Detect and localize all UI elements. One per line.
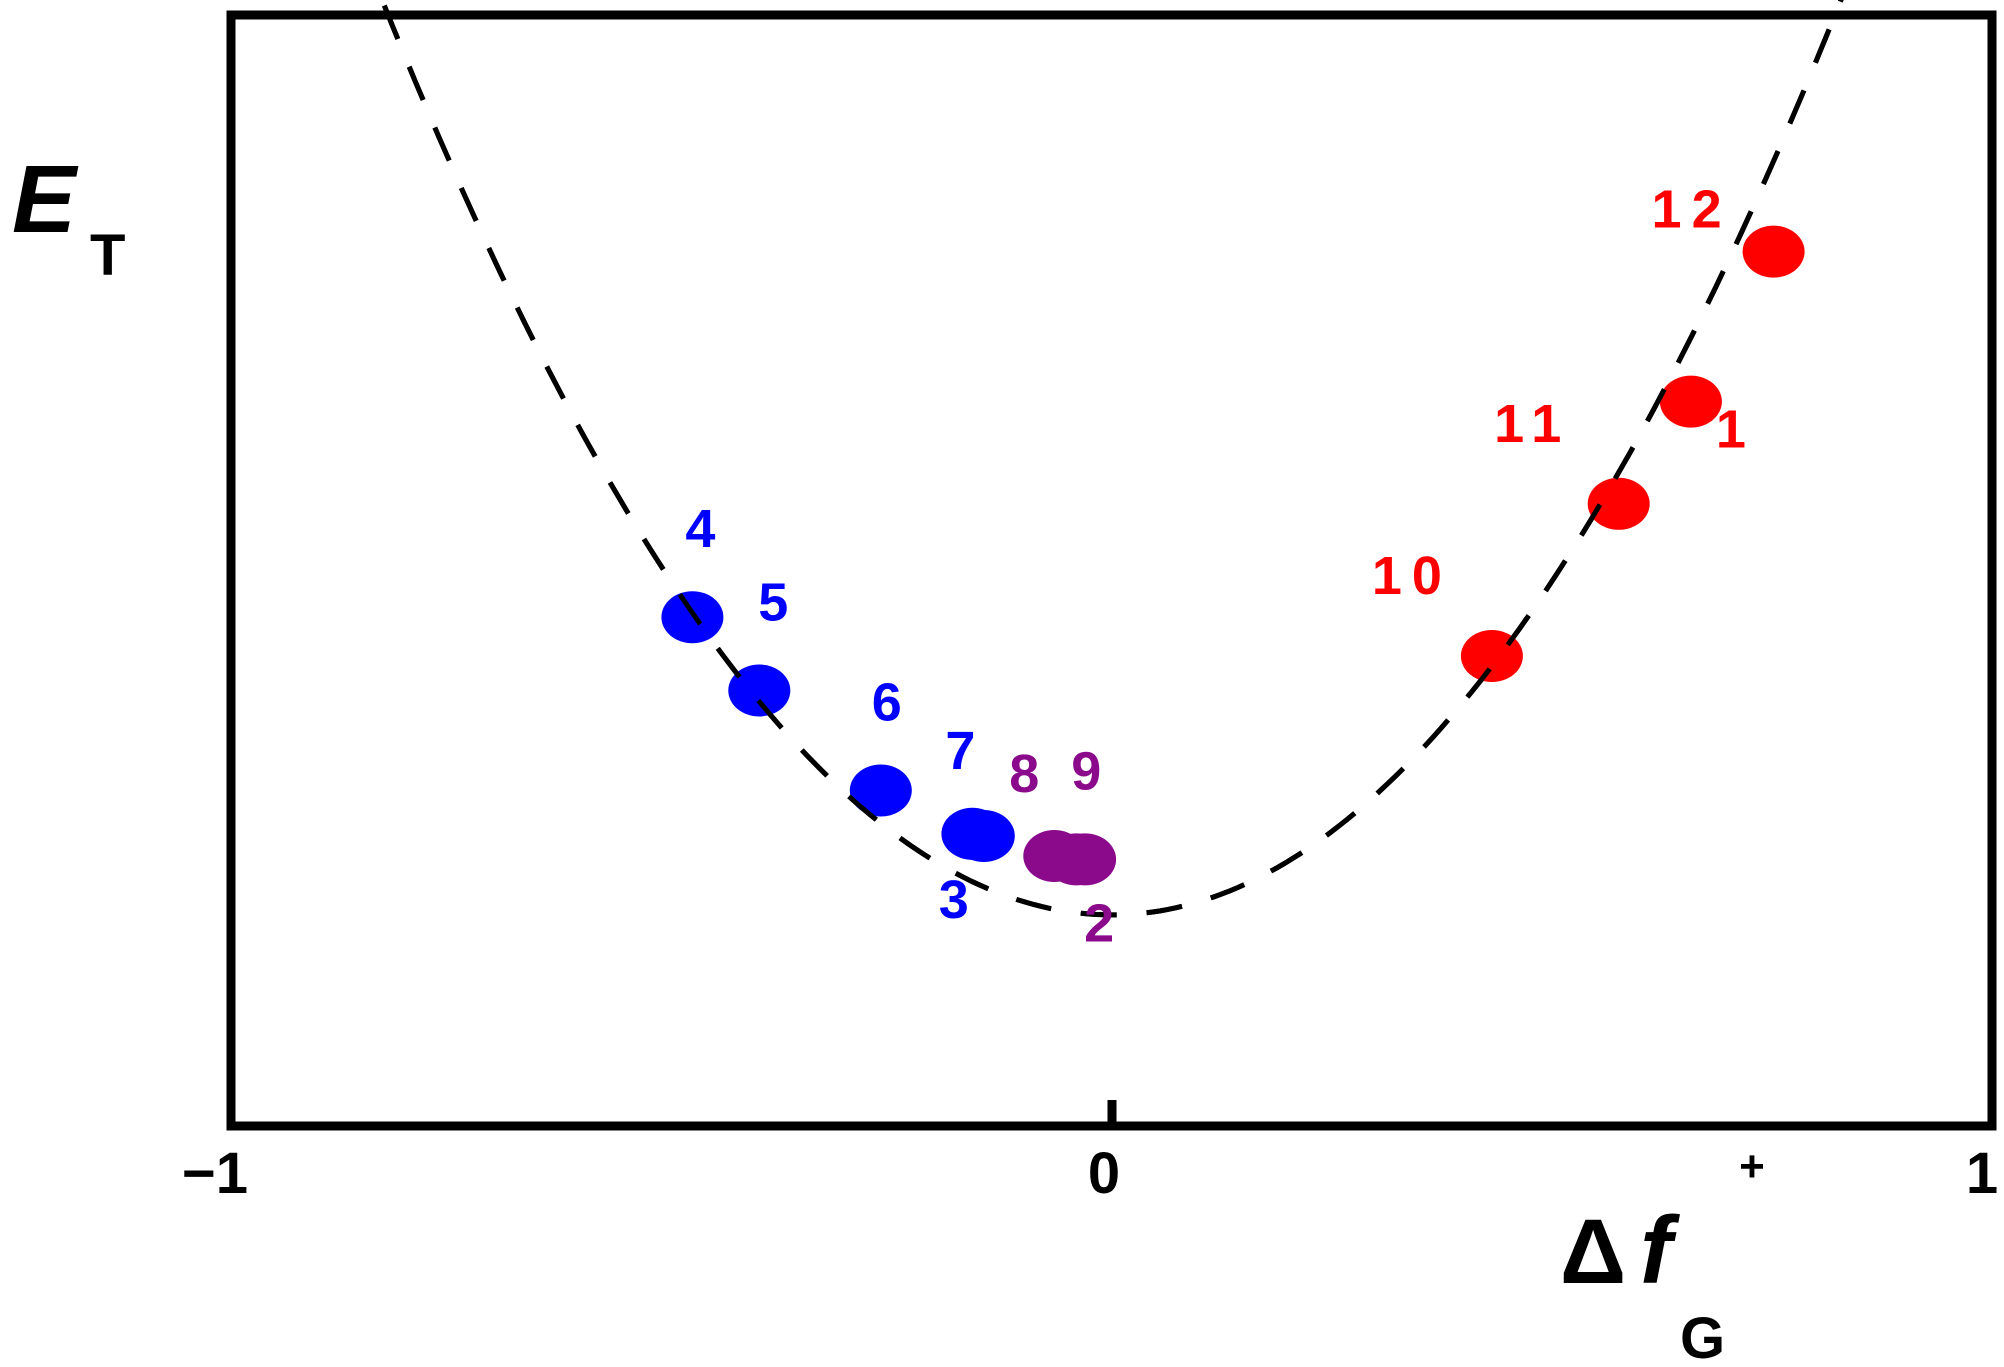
data-point-label: 11 [1494, 394, 1571, 454]
data-point-label: 5 [758, 573, 788, 633]
data-point [1587, 477, 1650, 530]
x-axis-label-f: f [1640, 1197, 1680, 1304]
data-point-label: 3 [939, 870, 969, 930]
data-point-label: 12 [1652, 180, 1732, 240]
data-point [952, 810, 1015, 862]
data-point [728, 664, 791, 717]
data-point-label: 7 [945, 721, 975, 781]
data-point-label: 1 [1716, 400, 1746, 460]
data-point-label: 4 [685, 499, 715, 559]
y-axis-label-subscript: T [90, 223, 125, 288]
curve-layer [379, 0, 1844, 918]
x-tick-label: −1 [182, 1141, 248, 1206]
x-axis-label-delta: Δ [1560, 1201, 1626, 1303]
dashed-curve [379, 0, 1844, 918]
data-point-label: 6 [872, 673, 902, 733]
axis-layer: −1 0 1 + E T Δ f G [12, 146, 1998, 1367]
x-tick-label: 1 [1966, 1141, 1998, 1206]
y-axis-label: E [12, 146, 79, 253]
data-point-label: 10 [1372, 546, 1452, 606]
data-point [849, 764, 912, 817]
plus-tick-label: + [1739, 1142, 1765, 1191]
dashed-curve-overlay [379, 0, 1844, 918]
data-point-label: 8 [1009, 744, 1039, 804]
points-layer [379, 0, 1844, 918]
data-point [1659, 375, 1722, 428]
x-tick-label: 0 [1088, 1141, 1120, 1206]
data-point [1054, 833, 1117, 886]
data-point [1742, 225, 1805, 278]
x-axis-label-subscript: G [1680, 1306, 1725, 1367]
data-point-label: 2 [1084, 893, 1114, 953]
data-point-label: 9 [1071, 741, 1101, 801]
